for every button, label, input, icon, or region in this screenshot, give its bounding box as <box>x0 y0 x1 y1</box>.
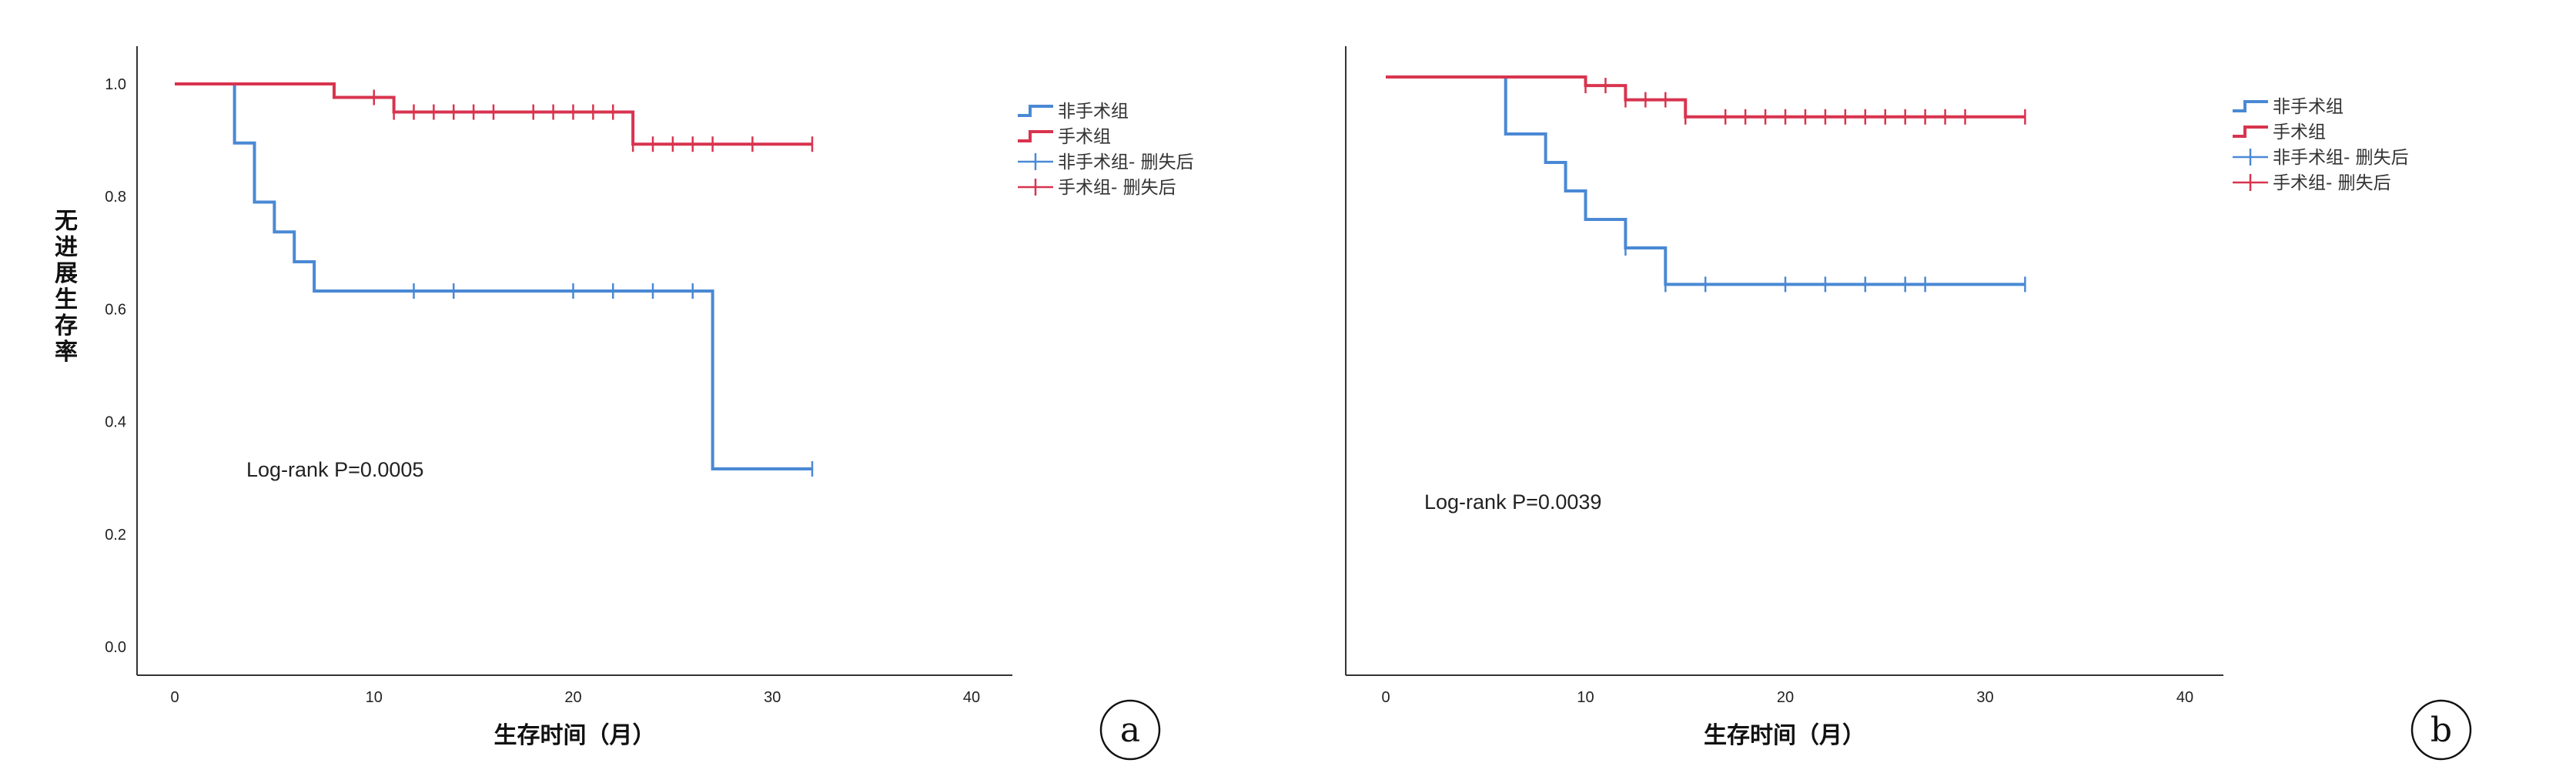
legend-swatch <box>1018 130 1053 142</box>
legend-swatch <box>2233 100 2268 112</box>
y-tick-label: 0.0 <box>105 639 126 656</box>
y-tick-label: 0.4 <box>105 414 126 431</box>
y-tick-label: 1.0 <box>105 76 126 93</box>
survival-curve-1 <box>1386 75 2026 119</box>
x-tick-label: 10 <box>366 689 383 706</box>
legend-item: 手术组 <box>2233 122 2326 142</box>
legend-item: 非手术组- 删失后 <box>2233 148 2409 168</box>
panel-label-circle <box>1099 699 1161 761</box>
y-tick-label: 0.6 <box>105 301 126 318</box>
x-tick-label: 10 <box>1577 689 1594 706</box>
x-tick-label: 0 <box>1381 689 1390 706</box>
legend-swatch <box>1018 105 1053 117</box>
survival-curve-0 <box>175 82 812 471</box>
survival-curve-0 <box>1386 75 2026 286</box>
legend-item: 非手术组 <box>2233 97 2343 117</box>
y-tick-label: 0.8 <box>105 189 126 206</box>
panel-label-circle <box>2410 699 2472 761</box>
x-tick-label: 40 <box>963 689 980 706</box>
legend-label: 手术组 <box>1058 127 1111 147</box>
log-rank-annotation: Log-rank P=0.0005 <box>246 458 423 481</box>
x-tick-label: 40 <box>2176 689 2193 706</box>
panel-label: b <box>2430 711 2452 750</box>
x-tick-label: 0 <box>170 689 179 706</box>
legend-label: 非手术组- 删失后 <box>1058 152 1194 172</box>
legend-item: 非手术组 <box>1018 102 1129 122</box>
legend-swatch <box>2233 125 2268 138</box>
x-tick-label: 30 <box>764 689 781 706</box>
legend-label: 手术组- 删失后 <box>1058 178 1176 198</box>
x-axis-title: 生存时间（月） <box>494 722 656 749</box>
legend-item: 非手术组- 删失后 <box>1018 152 1194 172</box>
legend-label: 手术组 <box>2273 122 2326 142</box>
x-axis-title: 生存时间（月） <box>1704 722 1865 749</box>
chart-panel-b: 0 10 20 30 40 生存时间（月） Log-rank P=0.0039 非手术组手术组… <box>1345 46 2472 761</box>
log-rank-annotation: Log-rank P=0.0039 <box>1424 490 1601 514</box>
x-tick-label: 20 <box>1777 689 1794 706</box>
y-axis-title: 无进展生存率 <box>55 208 78 366</box>
legend-label: 非手术组 <box>1058 102 1129 122</box>
legend-item: 手术组 <box>1018 127 1111 147</box>
chart-panel-a: 0 10 20 30 40 0.0 0.2 0.4 0.6 0.8 1.0 生存时间（月） 无进展生存率… <box>55 46 1194 761</box>
legend-label: 手术组- 删失后 <box>2273 173 2391 193</box>
legend-item: 手术组- 删失后 <box>2233 173 2391 193</box>
panel-label: a <box>1120 711 1140 750</box>
x-tick-label: 20 <box>564 689 581 706</box>
legend-item: 手术组- 删失后 <box>1018 178 1176 198</box>
legend-label: 非手术组- 删失后 <box>2273 148 2409 168</box>
legend-label: 非手术组 <box>2273 97 2343 117</box>
y-tick-label: 0.2 <box>105 527 126 544</box>
x-tick-label: 30 <box>1976 689 1993 706</box>
